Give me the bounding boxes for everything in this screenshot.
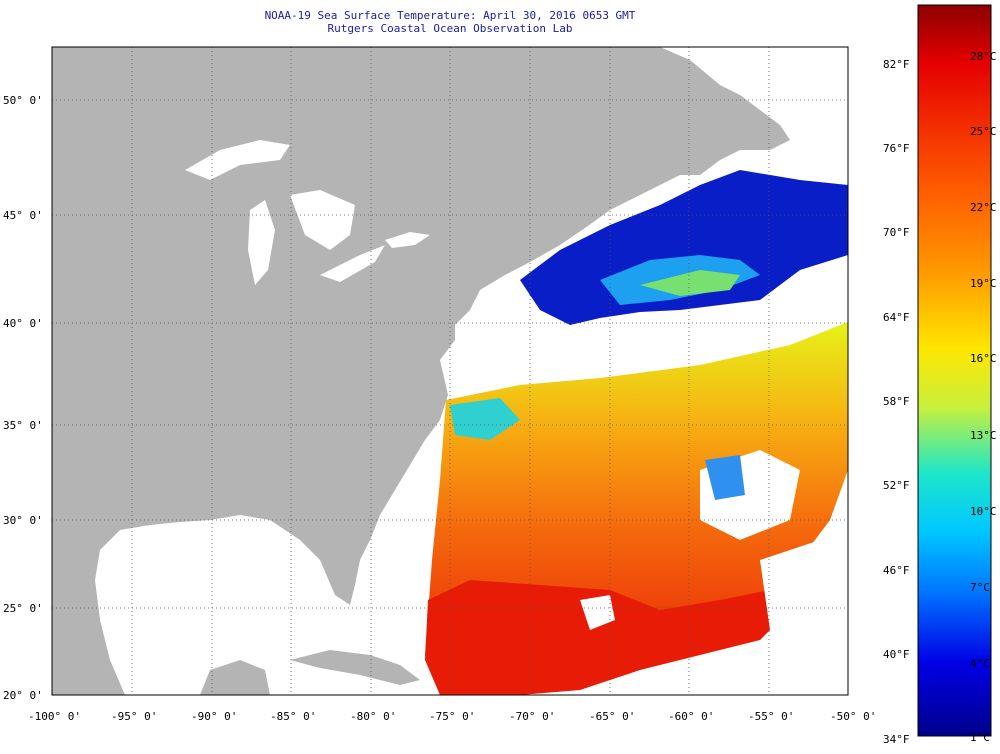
lake-ontario	[385, 232, 430, 248]
scale-c-label: 10°C	[970, 505, 997, 518]
cloud-patch	[790, 650, 848, 695]
graticule	[52, 47, 848, 695]
sst-swath-cold	[520, 170, 848, 325]
lon-label: -90° 0'	[191, 710, 237, 723]
lon-label: -50° 0'	[830, 710, 876, 723]
scale-f-label: 58°F	[883, 395, 910, 408]
lon-label: -70° 0'	[509, 710, 555, 723]
lake-erie	[320, 245, 385, 282]
lat-label: 45° 0'	[3, 209, 43, 222]
lat-label: 20° 0'	[3, 689, 43, 702]
cloud-patch	[580, 595, 615, 630]
map-frame	[51, 46, 849, 696]
lon-label: -100° 0'	[28, 710, 81, 723]
lake-superior	[185, 140, 290, 180]
scale-f-label: 82°F	[883, 58, 910, 71]
lon-label: -95° 0'	[111, 710, 157, 723]
scale-c-label: 1°C	[970, 731, 990, 744]
land-yucatan	[200, 660, 270, 695]
lat-label: 35° 0'	[3, 419, 43, 432]
scale-f-label: 52°F	[883, 479, 910, 492]
land-cuba	[290, 650, 420, 685]
lat-label: 50° 0'	[3, 94, 43, 107]
scale-f-label: 70°F	[883, 226, 910, 239]
lat-label: 30° 0'	[3, 514, 43, 527]
scale-c-label: 16°C	[970, 352, 997, 365]
scale-f-label: 64°F	[883, 311, 910, 324]
color-scale-bar	[917, 4, 992, 737]
scale-f-label: 76°F	[883, 142, 910, 155]
scale-c-label: 19°C	[970, 277, 997, 290]
lon-label: -60° 0'	[668, 710, 714, 723]
scale-c-label: 4°C	[970, 657, 990, 670]
scale-c-label: 25°C	[970, 125, 997, 138]
chart-title-line1: NOAA-19 Sea Surface Temperature: April 3…	[264, 9, 636, 22]
lake-michigan	[248, 200, 275, 285]
lon-label: -55° 0'	[748, 710, 794, 723]
scale-celsius-labels: 28°C 25°C 22°C 19°C 16°C 13°C 10°C 7°C 4…	[970, 50, 997, 744]
scale-c-label: 22°C	[970, 201, 997, 214]
scale-c-label: 13°C	[970, 429, 997, 442]
scale-f-label: 46°F	[883, 564, 910, 577]
scale-f-label: 34°F	[883, 733, 910, 746]
chart-title-line2: Rutgers Coastal Ocean Observation Lab	[327, 22, 573, 35]
lat-label: 25° 0'	[3, 602, 43, 615]
lon-label: -85° 0'	[270, 710, 316, 723]
land-north-america	[52, 47, 790, 695]
sst-cool-patch	[705, 455, 745, 500]
lon-label: -75° 0'	[429, 710, 475, 723]
scale-fahrenheit-labels: 82°F 76°F 70°F 64°F 58°F 52°F 46°F 40°F …	[883, 58, 910, 746]
sst-swath-hot	[425, 580, 790, 695]
lon-label: -65° 0'	[589, 710, 635, 723]
scale-c-label: 7°C	[970, 581, 990, 594]
sst-swath-mild	[640, 270, 740, 296]
cloud-patch	[760, 540, 848, 660]
lat-label: 40° 0'	[3, 317, 43, 330]
sst-cool-patch	[450, 398, 520, 440]
lon-label: -80° 0'	[350, 710, 396, 723]
scale-f-label: 40°F	[883, 648, 910, 661]
lake-huron	[290, 190, 355, 250]
scale-c-label: 28°C	[970, 50, 997, 63]
